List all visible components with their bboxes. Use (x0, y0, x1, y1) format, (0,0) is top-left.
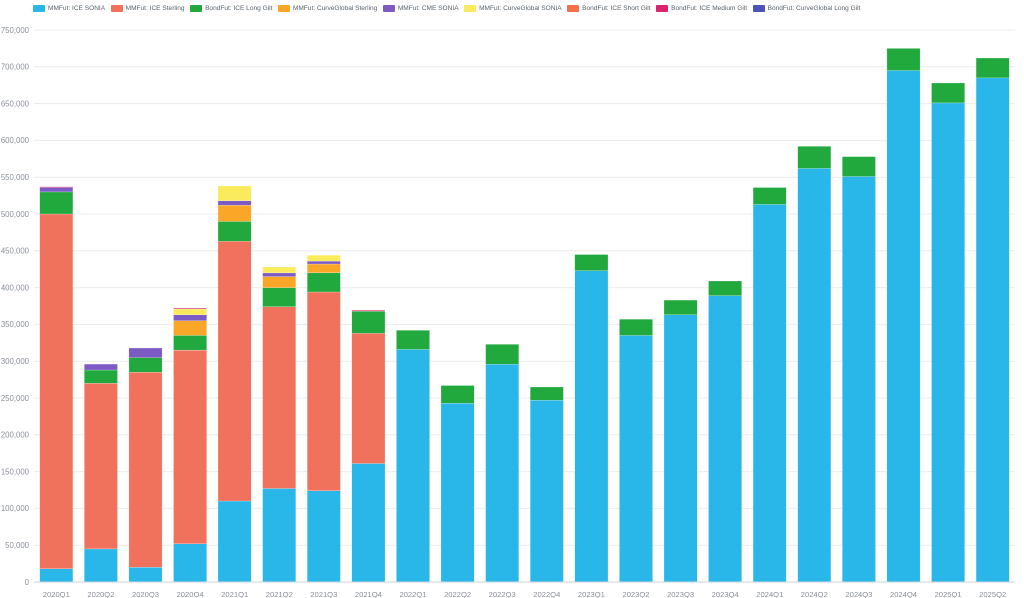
svg-text:450,000: 450,000 (1, 247, 30, 256)
svg-text:550,000: 550,000 (1, 173, 30, 182)
svg-text:2021Q3: 2021Q3 (310, 590, 337, 598)
svg-text:2024Q2: 2024Q2 (801, 590, 828, 598)
svg-text:2022Q2: 2022Q2 (444, 590, 471, 598)
svg-text:2020Q4: 2020Q4 (177, 590, 204, 598)
svg-text:2022Q3: 2022Q3 (489, 590, 516, 598)
svg-text:2025Q1: 2025Q1 (935, 590, 962, 598)
svg-text:0: 0 (25, 578, 30, 587)
svg-text:2021Q2: 2021Q2 (266, 590, 293, 598)
svg-text:50,000: 50,000 (5, 541, 30, 550)
svg-text:2023Q2: 2023Q2 (622, 590, 649, 598)
svg-text:700,000: 700,000 (1, 63, 30, 72)
svg-text:200,000: 200,000 (1, 431, 30, 440)
svg-text:2024Q3: 2024Q3 (845, 590, 872, 598)
svg-text:2022Q4: 2022Q4 (533, 590, 560, 598)
svg-text:500,000: 500,000 (1, 210, 30, 219)
svg-text:2023Q1: 2023Q1 (578, 590, 605, 598)
svg-text:2024Q4: 2024Q4 (890, 590, 917, 598)
svg-text:2020Q2: 2020Q2 (87, 590, 114, 598)
svg-text:400,000: 400,000 (1, 283, 30, 292)
svg-text:2020Q1: 2020Q1 (43, 590, 70, 598)
svg-text:2024Q1: 2024Q1 (756, 590, 783, 598)
svg-text:750,000: 750,000 (1, 26, 30, 35)
svg-text:100,000: 100,000 (1, 504, 30, 513)
svg-text:2021Q4: 2021Q4 (355, 590, 382, 598)
svg-text:2021Q1: 2021Q1 (221, 590, 248, 598)
svg-text:2022Q1: 2022Q1 (399, 590, 426, 598)
svg-text:2020Q3: 2020Q3 (132, 590, 159, 598)
svg-text:2025Q2: 2025Q2 (979, 590, 1006, 598)
svg-text:250,000: 250,000 (1, 394, 30, 403)
svg-text:2023Q4: 2023Q4 (712, 590, 739, 598)
svg-text:600,000: 600,000 (1, 136, 30, 145)
svg-text:350,000: 350,000 (1, 320, 30, 329)
svg-text:2023Q3: 2023Q3 (667, 590, 694, 598)
svg-text:650,000: 650,000 (1, 99, 30, 108)
svg-text:300,000: 300,000 (1, 357, 30, 366)
svg-text:150,000: 150,000 (1, 467, 30, 476)
